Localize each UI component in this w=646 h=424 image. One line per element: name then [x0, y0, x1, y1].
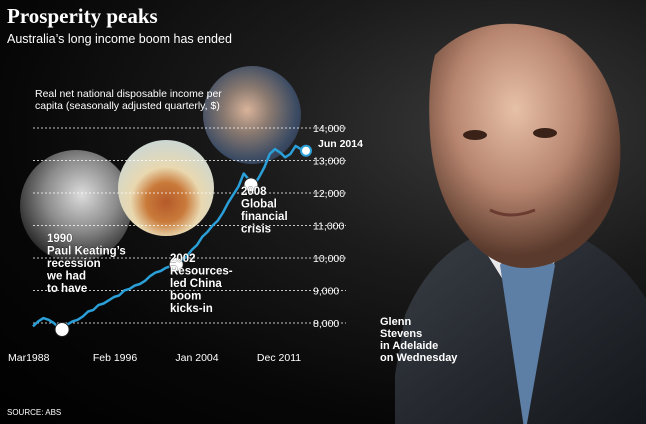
photo-caption: Glenn Stevens in Adelaide on Wednesday	[380, 316, 458, 364]
photo-gfc-trader	[203, 66, 301, 164]
annotation-marker	[54, 322, 70, 337]
y-tick-label: 14,000	[313, 123, 345, 135]
annotation-label: we had	[46, 271, 86, 283]
x-tick-label: Dec 2011	[257, 352, 301, 364]
annotation-label: Paul Keating’s	[47, 246, 126, 258]
x-tick-label: Jan 2004	[175, 352, 218, 364]
headline: Prosperity peaks	[7, 4, 158, 28]
annotation-label: crisis	[241, 224, 271, 236]
annotation-label: financial	[241, 211, 288, 223]
annotation-label: Global	[241, 199, 277, 211]
y-tick-label: 9,000	[313, 286, 339, 298]
y-tick-label: 13,000	[313, 156, 345, 168]
y-axis-label: Real net national disposable income per …	[35, 88, 222, 112]
annotation-label: recession	[47, 258, 101, 270]
annotation-label: Resources-	[170, 266, 233, 278]
y-tick-label: 12,000	[313, 188, 345, 200]
annotation-marker	[243, 177, 259, 193]
subheadline: Australia’s long income boom has ended	[7, 32, 232, 46]
end-point-label: Jun 2014	[318, 138, 363, 150]
annotation-label: kicks-in	[170, 303, 213, 315]
annotation-label: to have	[47, 283, 87, 295]
annotation-label: 2002	[170, 253, 196, 265]
source-note: SOURCE: ABS	[7, 408, 62, 417]
y-tick-label: 8,000	[313, 318, 339, 330]
annotation-label: 2008	[241, 186, 267, 198]
end-point-marker	[300, 144, 312, 157]
annotation-label: boom	[170, 291, 201, 303]
annotation-marker	[168, 257, 184, 272]
y-tick-label: 10,000	[313, 253, 345, 265]
annotation-label: 1990	[47, 233, 73, 245]
portrait-photo	[395, 23, 646, 424]
x-tick-label: Feb 1996	[93, 352, 138, 364]
annotation-label: led China	[170, 278, 222, 290]
photo-keating	[20, 150, 132, 262]
photo-china-boom	[118, 140, 214, 236]
y-tick-label: 11,000	[313, 221, 344, 233]
x-tick-label: Mar1988	[8, 352, 50, 364]
